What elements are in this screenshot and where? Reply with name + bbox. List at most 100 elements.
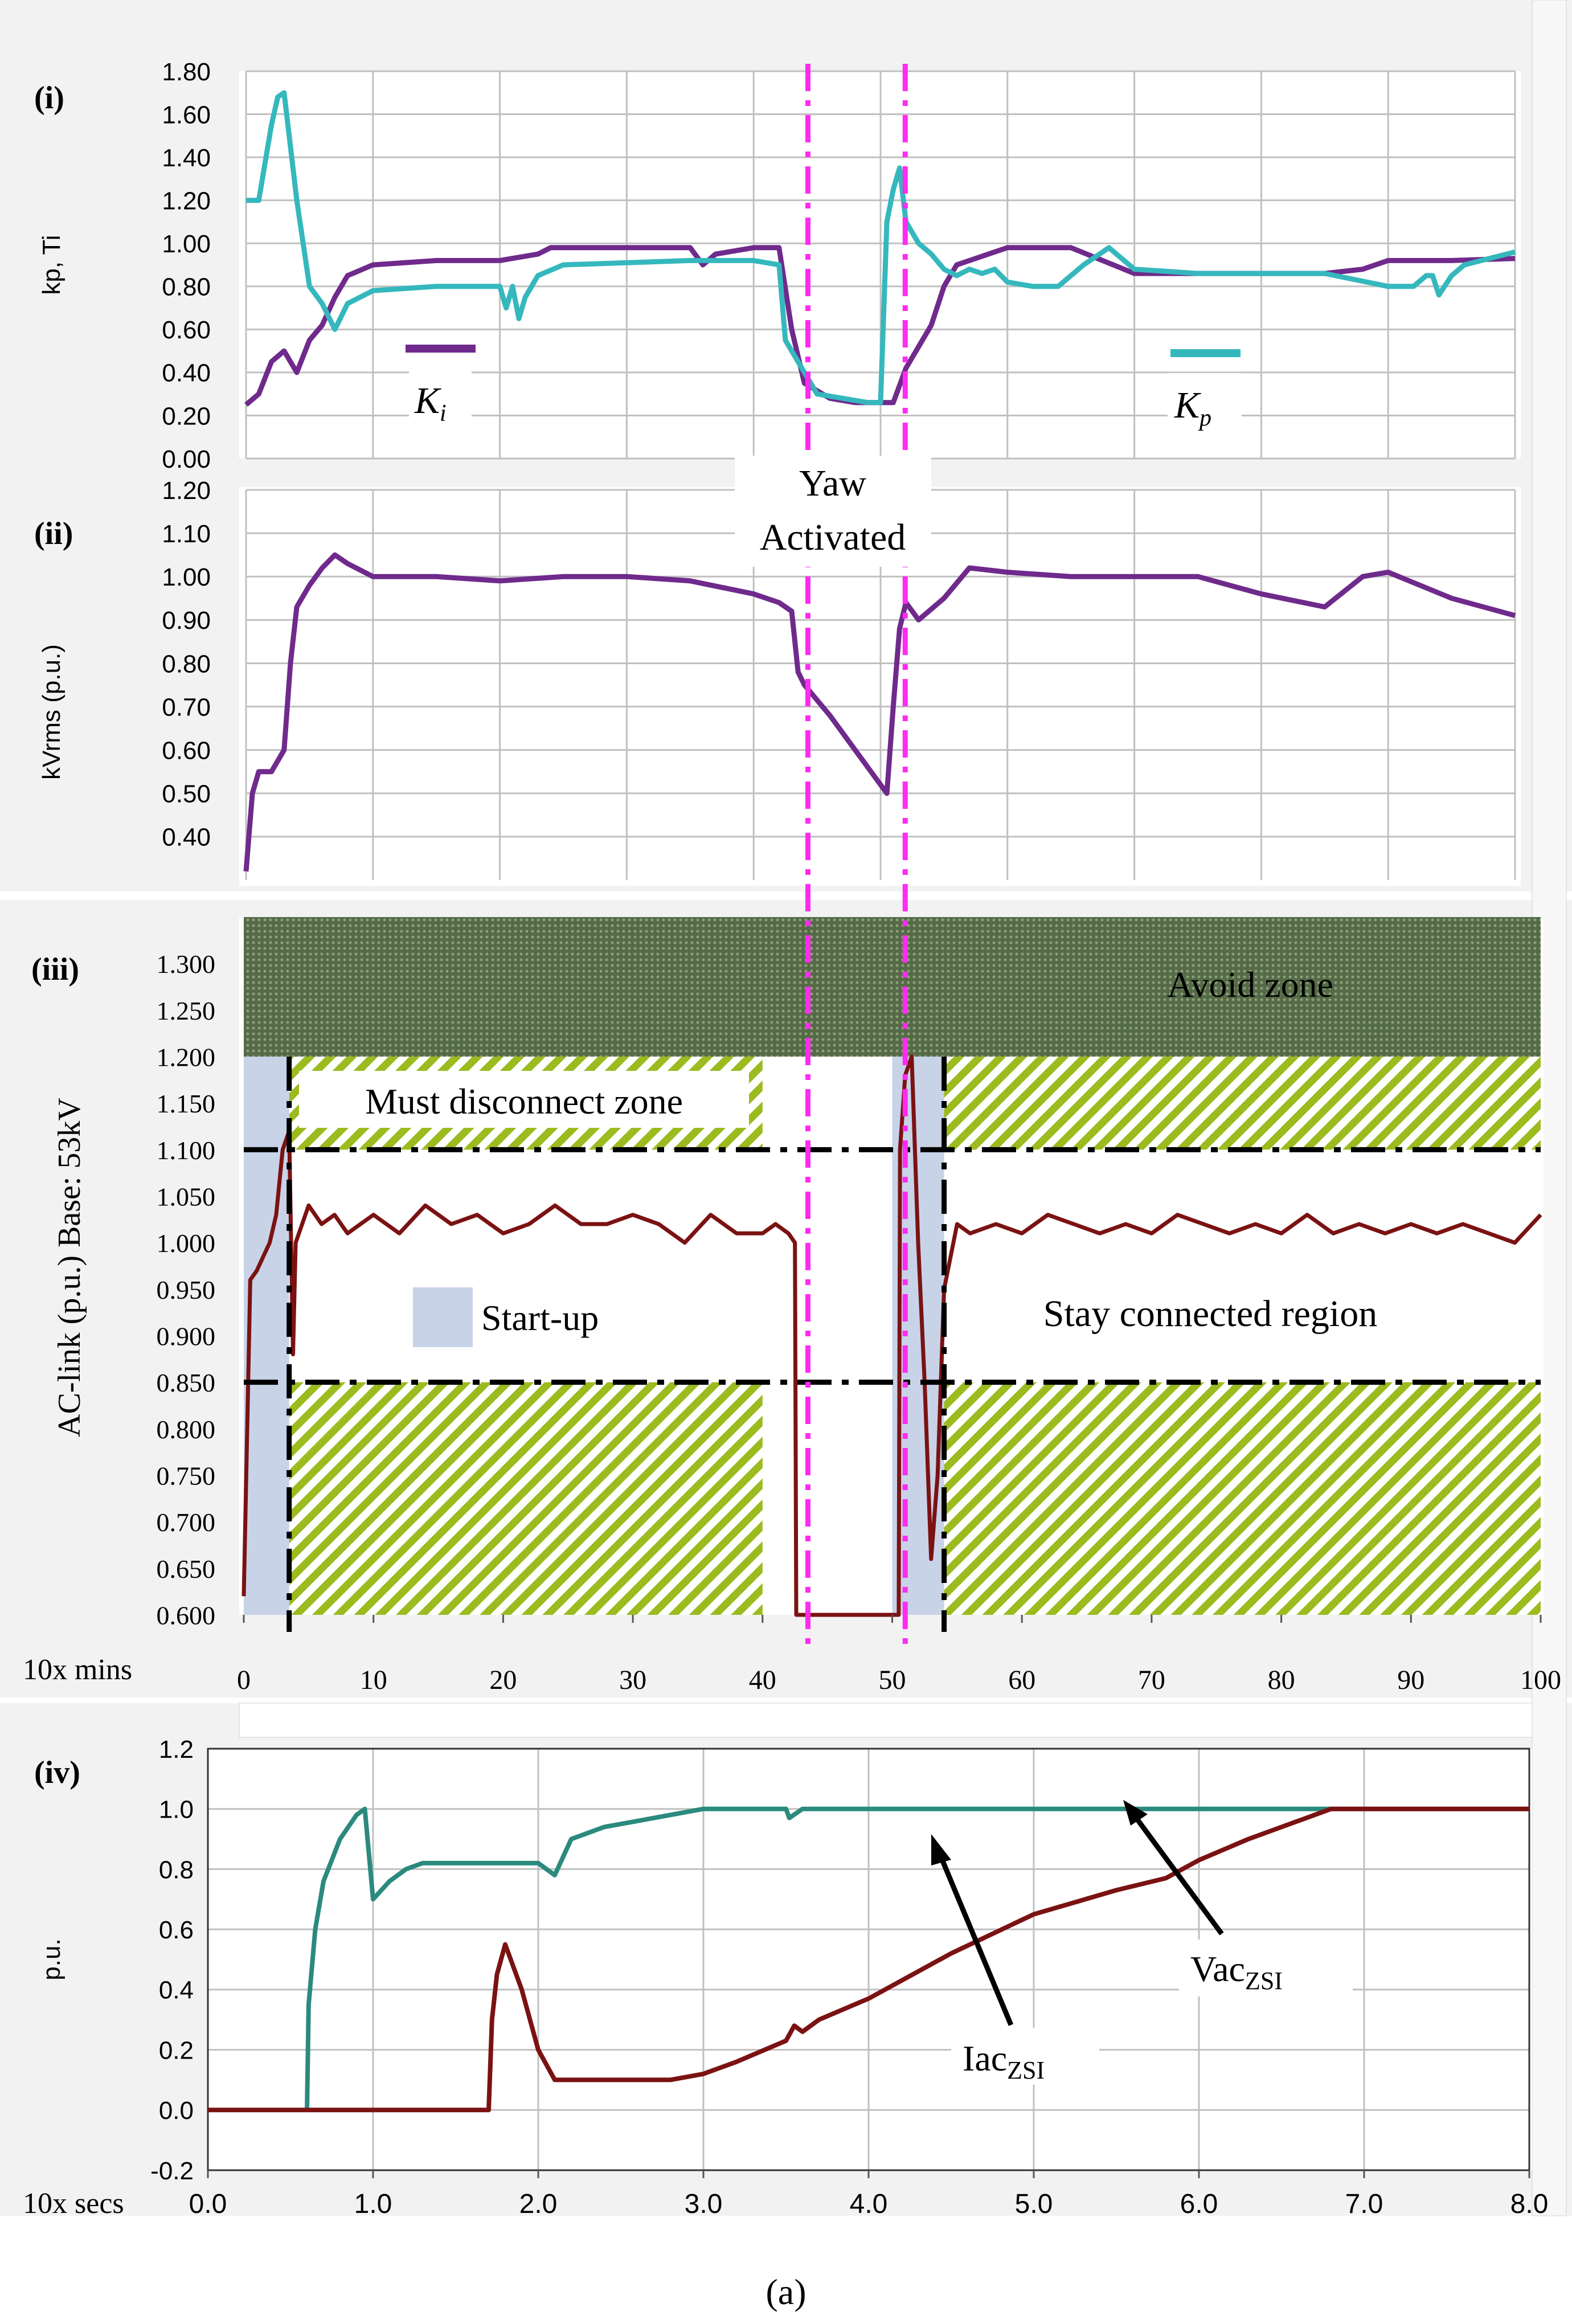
panel-ii-ytick-2: 0.60	[162, 737, 211, 765]
panel-i-ytick-3: 0.60	[162, 316, 211, 344]
panel-ii-ytick-7: 1.10	[162, 520, 211, 548]
legend-kp-sub: p	[1198, 405, 1211, 431]
panel-iv-ytick-3: 0.4	[159, 1977, 194, 2004]
legend-ki-sub: i	[440, 400, 447, 427]
panel-iv-ytick-7: 1.2	[159, 1736, 194, 1764]
panel-iii-ytick-13: 1.250	[157, 996, 216, 1025]
legend-ki-name: K	[414, 380, 441, 422]
iac-label-box	[951, 2028, 1099, 2085]
panel-iii-ytick-2: 0.700	[157, 1508, 216, 1537]
legend-kp: Kp	[1168, 349, 1242, 433]
panel-i-ytick-7: 1.40	[162, 144, 211, 172]
panel-i-ytick-0: 0.00	[162, 445, 211, 473]
panel-iii-ylabel: AC-link (p.u.) Base: 53kV	[52, 1098, 87, 1437]
panel-iv-xtick-1: 1.0	[354, 2189, 392, 2219]
panel-iii-xtick-1: 10	[360, 1665, 387, 1695]
panel-i-ytick-1: 0.20	[162, 402, 211, 430]
panel-i-ytick-6: 1.20	[162, 187, 211, 215]
panel-iii-xtick-5: 50	[879, 1665, 906, 1695]
panel-iv-label: (iv)	[34, 1755, 80, 1790]
panel-ii-ytick-6: 1.00	[162, 563, 211, 591]
panel-iv-xtick-0: 0.0	[189, 2189, 227, 2219]
panel-iii-xtick-4: 40	[749, 1665, 776, 1695]
iac-arrow	[937, 1853, 1014, 2026]
yaw-label-box	[735, 456, 931, 567]
panel-iii: 0.600 0.650 0.700 0.750 0.800 0.850 0.900 0.950…	[23, 917, 1561, 1695]
panel-ii-label: (ii)	[34, 516, 73, 551]
vac-arrow	[1131, 1812, 1224, 1936]
iac-label: Iac	[963, 2038, 1007, 2078]
panel-iv-ylabel: p.u.	[38, 1938, 66, 1980]
panel-iii-label: (iii)	[31, 952, 79, 987]
panel-iii-ytick-7: 0.950	[157, 1275, 216, 1304]
panel-iv-ytick-2: 0.2	[159, 2036, 194, 2064]
panel-iii-ytick-10: 1.100	[157, 1136, 216, 1165]
panel-iii-zone-hatch-3	[289, 1382, 763, 1615]
panel-iii-ytick-5: 0.850	[157, 1368, 216, 1397]
panel-iii-y-ticks: 0.600 0.650 0.700 0.750 0.800 0.850 0.900 0.950…	[157, 950, 216, 1630]
vac-label-box	[1179, 1940, 1353, 1996]
panel-iv-ytick-1: 0.0	[159, 2097, 194, 2125]
legend-ki: Ki	[406, 345, 476, 427]
panel-iii-xtick-9: 90	[1397, 1665, 1424, 1695]
panel-iii-ytick-1: 0.650	[157, 1554, 216, 1584]
panel-iv-series-vac	[305, 1806, 1529, 2110]
panel-iii-zone-hatch-2	[944, 1057, 1541, 1150]
panel-ii-series-kvrms	[243, 552, 1516, 872]
panel-iii-x-ticks: 0 10 20 30 40 50 60 70 80 90 100	[237, 1615, 1561, 1695]
panel-iii-ytick-8: 1.000	[157, 1229, 216, 1258]
panel-i-series-kp	[246, 90, 1516, 406]
panel-iv-series-iac	[208, 1806, 1529, 2113]
svg-text:Kp: Kp	[1174, 384, 1211, 431]
panel-ii-grid	[245, 489, 1516, 880]
vac-label: Vac	[1190, 1949, 1245, 1989]
panel-iii-ytick-0: 0.600	[157, 1601, 216, 1630]
panel-ii-series	[243, 552, 1516, 872]
panel-i-ytick-2: 0.40	[162, 359, 211, 387]
panel-iii-thresholds	[244, 1057, 1541, 1632]
panel-iii-zone-hatch-4	[944, 1382, 1541, 1615]
panel-iii-ytick-9: 1.050	[157, 1183, 216, 1212]
panel-i-y-ticks: 0.00 0.20 0.40 0.60 0.80 1.00 1.20 1.40 1.60 1.80	[162, 58, 211, 473]
panel-ii-ylabel: kVrms (p.u.)	[38, 644, 66, 780]
panel-iv-xtick-4: 4.0	[850, 2189, 888, 2219]
svg-text:IacZSI: IacZSI	[963, 2038, 1045, 2084]
panel-iii-xtick-10: 100	[1520, 1665, 1561, 1695]
legend-kp-box	[1168, 373, 1242, 433]
panel-ii-y-ticks: 0.40 0.50 0.60 0.70 0.80 0.90 1.00 1.10 1.20	[162, 477, 211, 852]
svg-text:Ki: Ki	[414, 380, 447, 427]
panel-iii-xlabel: 10x mins	[23, 1654, 132, 1686]
panel-iv-ytick-5: 0.8	[159, 1856, 194, 1884]
panel-i-ytick-9: 1.80	[162, 58, 211, 86]
yaw-label-line2: Activated	[760, 517, 906, 558]
panel-iv-xlabel: 10x secs	[23, 2187, 124, 2220]
panel-iv-x-ticks: 0.0 1.0 2.0 3.0 4.0 5.0 6.0 7.0 8.0	[189, 2170, 1549, 2219]
iac-annotation: IacZSI	[931, 1834, 1099, 2085]
panel-iii-ytick-6: 0.900	[157, 1322, 216, 1351]
panel-iv-y-ticks: -0.2 0.0 0.2 0.4 0.6 0.8 1.0 1.2	[150, 1736, 194, 2185]
panel-iii-ytick-14: 1.300	[157, 950, 216, 979]
panel-i-ylabel: kp, Ti	[38, 235, 66, 294]
panel-iv-series	[208, 1806, 1529, 2113]
panel-iii-xtick-8: 80	[1268, 1665, 1295, 1695]
avoid-zone-label: Avoid zone	[1167, 964, 1333, 1005]
stay-connected-label: Stay connected region	[1043, 1293, 1377, 1335]
yaw-markers	[805, 64, 908, 1652]
panel-ii-ytick-1: 0.50	[162, 780, 211, 808]
panel-iii-ytick-12: 1.200	[157, 1043, 216, 1072]
panel-iv-ytick-6: 1.0	[159, 1796, 194, 1824]
panel-i-ytick-8: 1.60	[162, 101, 211, 129]
panel-iv-xtick-8: 8.0	[1510, 2189, 1549, 2219]
panel-i-ytick-4: 0.80	[162, 273, 211, 301]
panel-iv-xtick-5: 5.0	[1015, 2189, 1053, 2219]
iac-label-sub: ZSI	[1007, 2056, 1045, 2084]
panel-iv: -0.2 0.0 0.2 0.4 0.6 0.8 1.0 1.2 0.0 1.0 2.0 3.0 4.…	[23, 1736, 1548, 2220]
panel-ii-ytick-5: 0.90	[162, 607, 211, 635]
svg-text:VacZSI: VacZSI	[1190, 1949, 1283, 1995]
panel-iii-zone-avoid-0	[244, 917, 1541, 1057]
legend-ki-box	[409, 367, 472, 427]
figure-label: (a)	[765, 2272, 806, 2312]
panel-iii-ytick-4: 0.800	[157, 1415, 216, 1444]
panel-ii-ytick-4: 0.80	[162, 650, 211, 678]
panel-iv-xtick-2: 2.0	[519, 2189, 558, 2219]
